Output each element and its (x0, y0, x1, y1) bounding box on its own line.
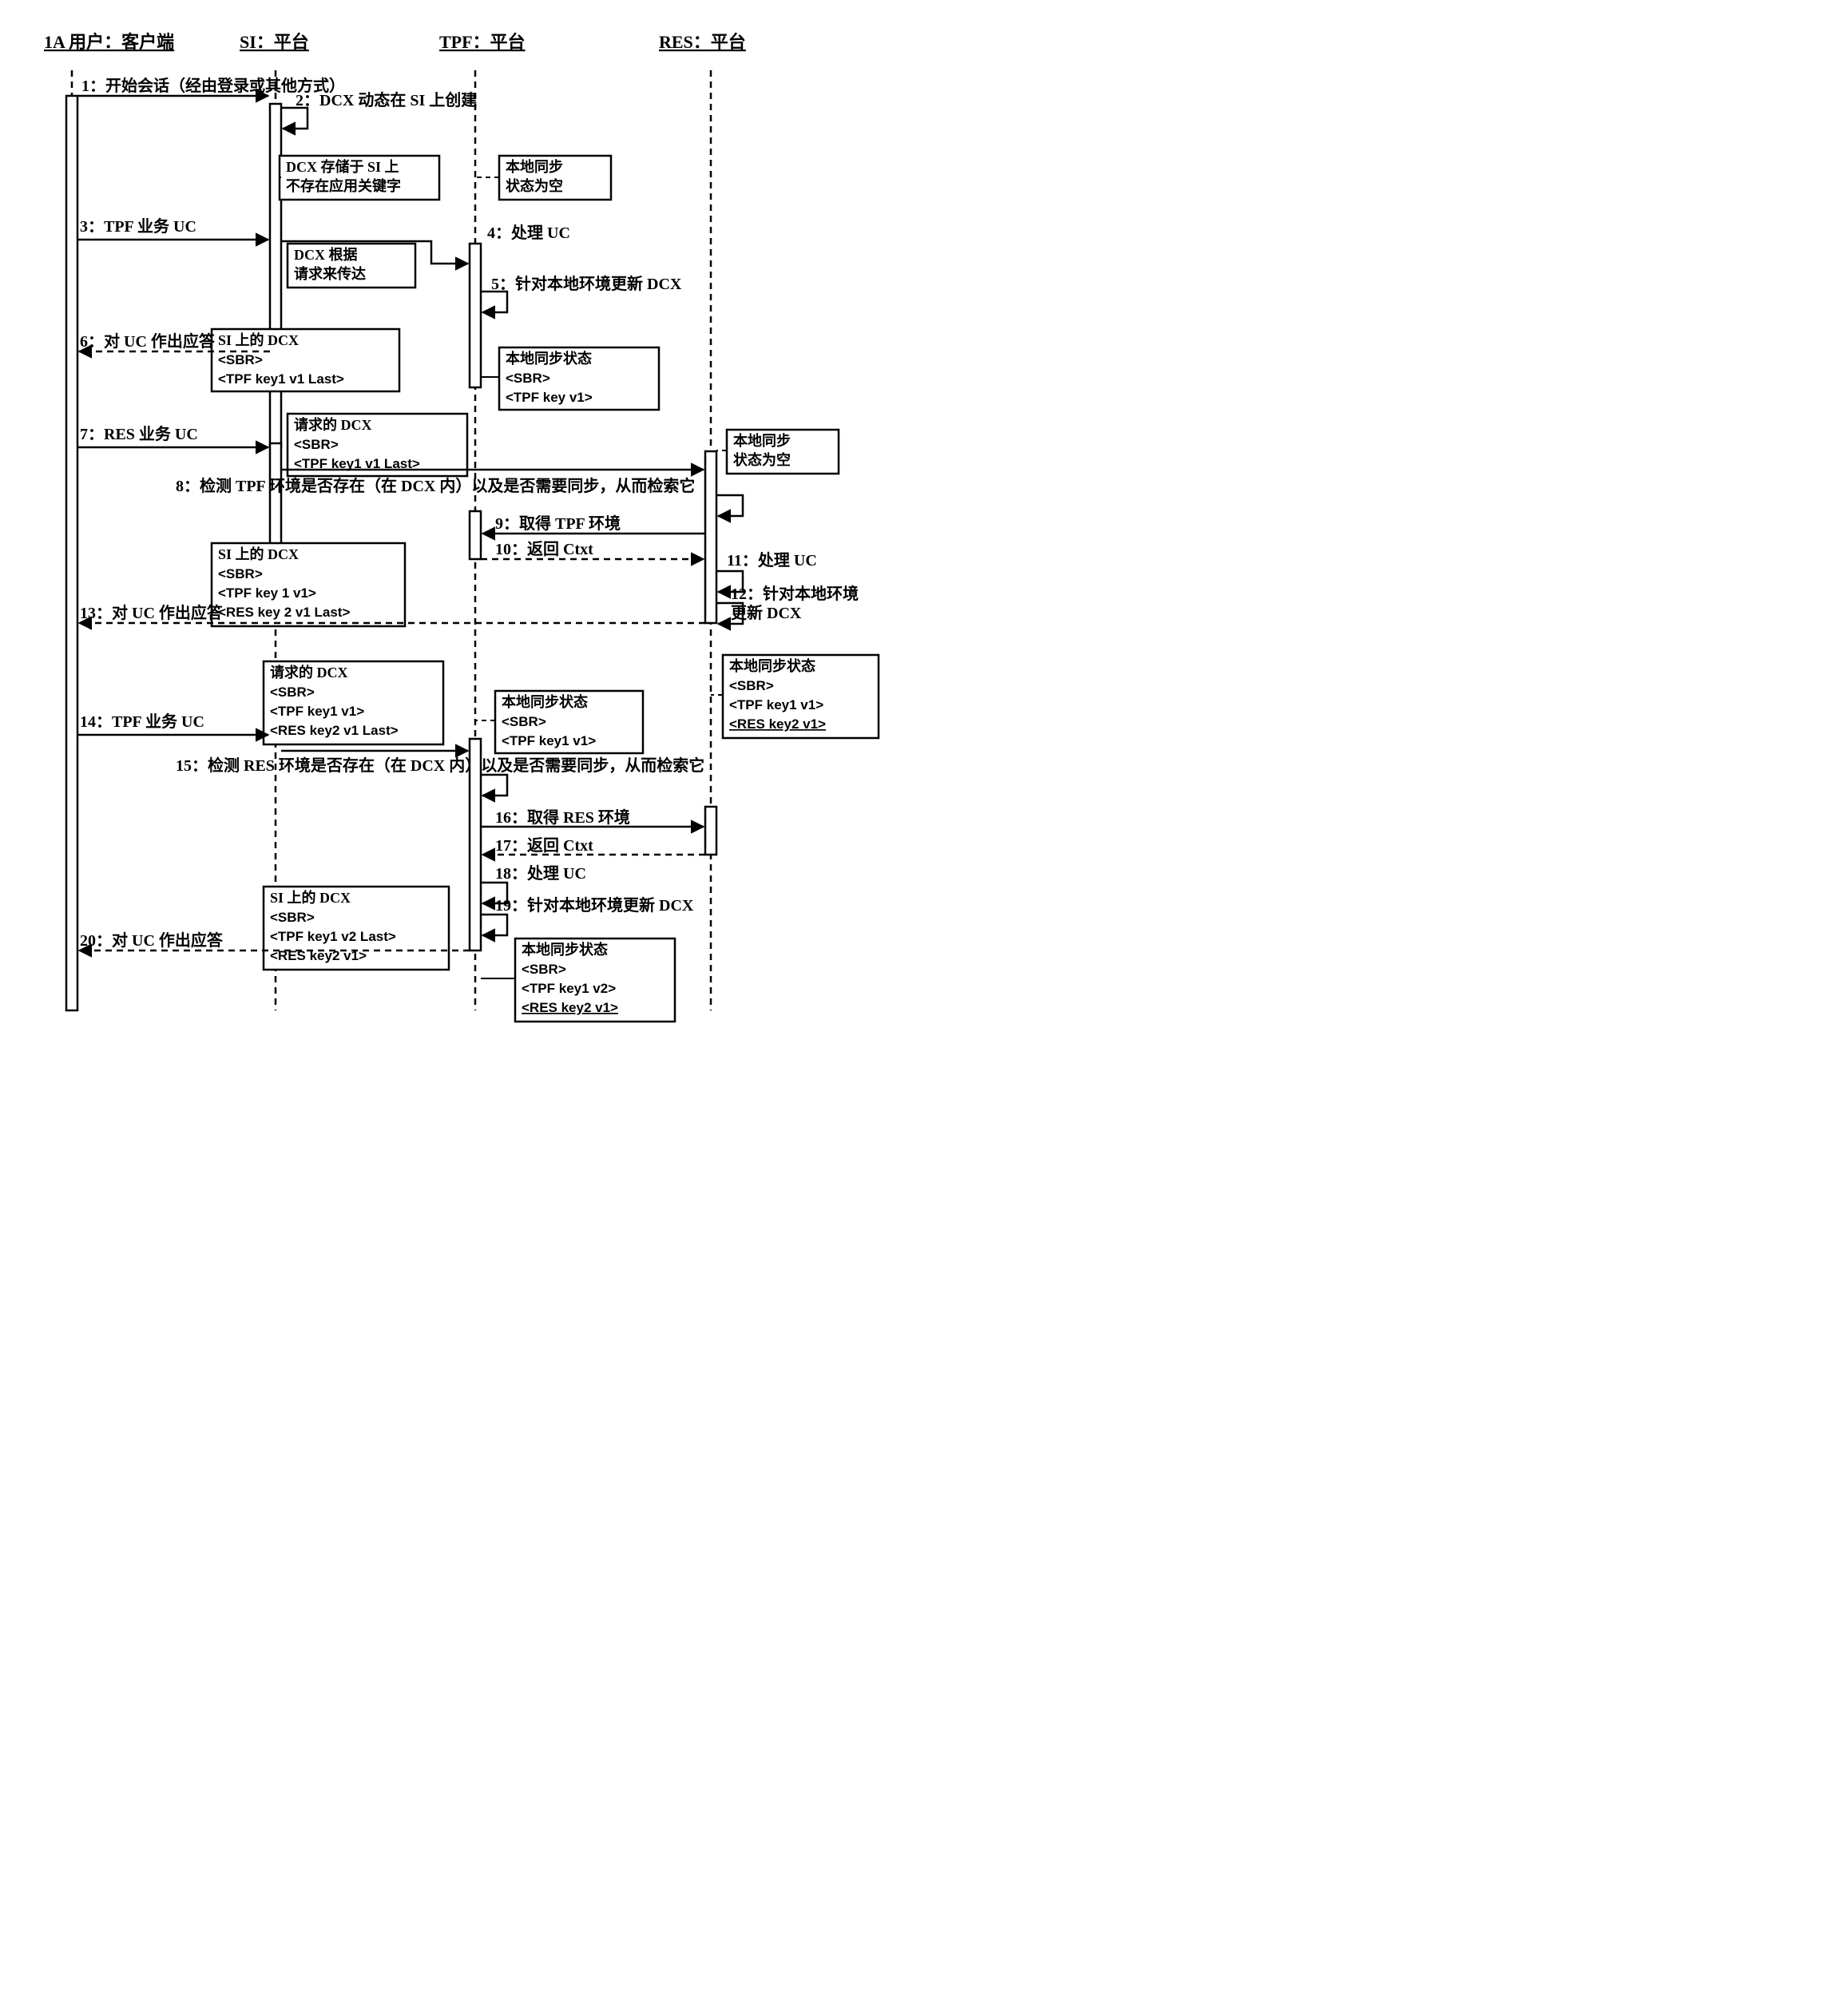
note-line-0-0: DCX 存储于 SI 上 (286, 158, 399, 175)
msg-arrow-8 (716, 495, 743, 516)
note-line-6-1: 状态为空 (733, 451, 791, 468)
note-line-11-0: SI 上的 DCX (270, 889, 351, 906)
msg-label-3: 3：TPF 业务 UC (80, 216, 196, 236)
note-line-1-0: 本地同步 (506, 158, 563, 175)
note-line-12-2: <TPF key1 v2> (522, 981, 616, 996)
msg-arrow-2 (281, 108, 307, 129)
note-line-10-1: <SBR> (729, 678, 774, 693)
note-line-7-2: <TPF key 1 v1> (218, 585, 316, 601)
note-line-6-0: 本地同步 (733, 432, 791, 449)
note-line-4-1: <SBR> (506, 371, 550, 386)
lifeline-header-res: RES：平台 (659, 32, 746, 52)
note-line-10-2: <TPF key1 v1> (729, 697, 823, 712)
note-line-3-1: <SBR> (218, 352, 263, 367)
note-line-11-1: <SBR> (270, 910, 315, 925)
note-line-10-3: <RES key2 v1> (729, 716, 826, 732)
lifeline-header-si: SI：平台 (240, 32, 309, 52)
note-line-7-3: <RES key 2 v1 Last> (218, 605, 350, 620)
note-line-2-1: 请求来传达 (294, 265, 366, 282)
note-line-4-2: <TPF key v1> (506, 390, 593, 405)
activation-tpf-2 (470, 244, 481, 387)
note-line-9-1: <SBR> (502, 714, 546, 729)
note-line-3-2: <TPF key1 v1 Last> (218, 371, 344, 387)
sequence-diagram: 1A 用户：客户端 SI：平台 TPF：平台 RES：平台 DCX 存储于 SI 上不存… (16, 16, 928, 1024)
note-line-9-0: 本地同步状态 (502, 693, 588, 710)
note-line-10-0: 本地同步状态 (729, 657, 815, 674)
note-line-5-0: 请求的 DCX (294, 416, 372, 433)
note-line-8-1: <SBR> (270, 685, 315, 700)
msg-label-12-1: 更新 DCX (731, 603, 802, 622)
note-line-12-3: <RES key2 v1> (522, 1000, 618, 1015)
msg-label-13: 13：对 UC 作出应答 (80, 603, 224, 622)
note-line-3-0: SI 上的 DCX (218, 331, 299, 348)
activation-user-0 (66, 96, 77, 1010)
msg-label-16: 16：取得 RES 环境 (495, 808, 630, 827)
note-line-8-3: <RES key2 v1 Last> (270, 723, 399, 738)
note-line-8-0: 请求的 DCX (270, 664, 348, 681)
msg-label-15: 15：检测 RES 环境是否存在（在 DCX 内）以及是否需要同步，从而检索它 (176, 756, 704, 775)
msg-label-4: 4：处理 UC (487, 223, 570, 242)
note-line-12-1: <SBR> (522, 962, 566, 977)
msg-label-14: 14：TPF 业务 UC (80, 712, 204, 731)
msg-label-12-0: 12：针对本地环境 (731, 584, 859, 603)
note-line-4-0: 本地同步状态 (506, 350, 592, 367)
msg-label-19: 19：针对本地环境更新 DCX (495, 895, 694, 915)
activation-tpf-5 (470, 511, 481, 559)
msg-label-2: 2：DCX 动态在 SI 上创建 (296, 90, 477, 109)
msg-label-7: 7：RES 业务 UC (80, 424, 198, 443)
msg-arrow-15 (481, 775, 507, 796)
msg-label-9: 9：取得 TPF 环境 (495, 514, 621, 533)
note-line-7-1: <SBR> (218, 566, 263, 581)
msg-arrow-19 (481, 915, 507, 935)
msg-label-11: 11：处理 UC (727, 550, 817, 569)
msg-label-8: 8：检测 TPF 环境是否存在（在 DCX 内）以及是否需要同步，从而检索它 (176, 476, 695, 495)
msg-label-6: 6：对 UC 作出应答 (80, 331, 216, 351)
msg-arrow-5 (481, 292, 507, 312)
note-line-12-0: 本地同步状态 (522, 941, 608, 958)
msg-label-18: 18：处理 UC (495, 863, 586, 883)
note-line-8-2: <TPF key1 v1> (270, 704, 364, 719)
note-line-1-1: 状态为空 (506, 177, 563, 194)
note-line-5-1: <SBR> (294, 437, 339, 452)
activation-res-4 (705, 451, 716, 623)
msg-label-17: 17：返回 Ctxt (495, 836, 593, 855)
msg-label-20: 20：对 UC 作出应答 (80, 931, 224, 950)
lifeline-header-user: 1A 用户：客户端 (44, 32, 174, 52)
note-line-7-0: SI 上的 DCX (218, 546, 299, 562)
note-line-2-0: DCX 根据 (294, 246, 358, 263)
msg-label-10: 10：返回 Ctxt (495, 540, 593, 558)
note-line-0-1: 不存在应用关键字 (286, 177, 401, 194)
note-line-11-2: <TPF key1 v2 Last> (270, 929, 396, 944)
msg-label-5: 5：针对本地环境更新 DCX (491, 274, 682, 293)
lifeline-header-tpf: TPF：平台 (439, 32, 526, 52)
note-line-9-2: <TPF key1 v1> (502, 733, 596, 748)
activation-res-7 (705, 807, 716, 855)
